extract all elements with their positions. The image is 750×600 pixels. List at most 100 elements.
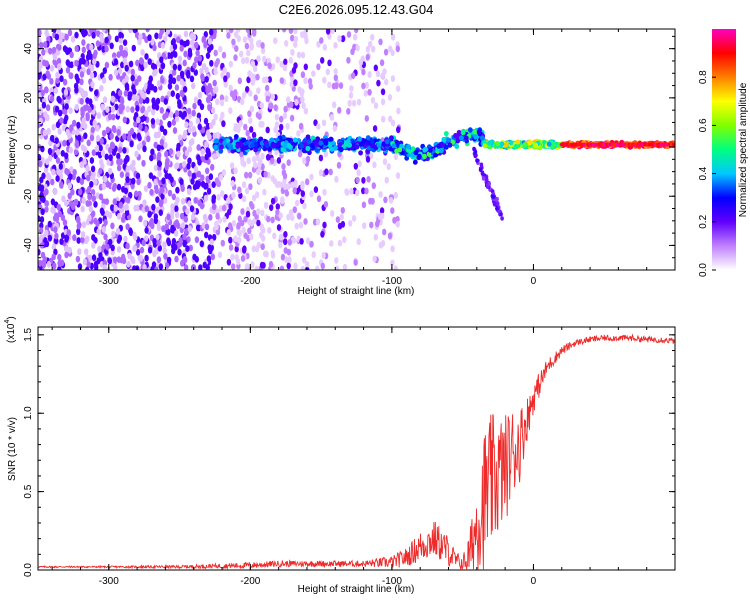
noise-cell <box>154 32 159 40</box>
noise-cell <box>231 220 237 227</box>
noise-cell <box>104 153 109 161</box>
noise-cell <box>332 101 337 109</box>
noise-cell <box>115 227 121 235</box>
noise-cell <box>261 262 266 269</box>
noise-cell <box>138 142 143 150</box>
noise-cell <box>128 60 134 68</box>
branch-cell <box>495 206 499 211</box>
carrier-cell <box>410 146 416 152</box>
noise-cell <box>89 157 95 164</box>
noise-cell <box>370 33 375 41</box>
noise-cell <box>189 75 195 83</box>
noise-cell <box>95 40 101 47</box>
noise-cell <box>284 256 289 264</box>
noise-cell <box>188 120 193 128</box>
noise-cell <box>248 90 253 97</box>
noise-cell <box>256 208 261 216</box>
noise-cell <box>289 80 294 88</box>
snr-series-line <box>37 333 675 570</box>
noise-cell <box>62 108 68 115</box>
noise-cell <box>64 251 69 259</box>
noise-cell <box>135 59 140 67</box>
noise-cell <box>187 170 192 177</box>
noise-cell <box>269 204 274 212</box>
noise-cell <box>172 63 178 71</box>
noise-cell <box>250 261 255 269</box>
noise-cell <box>286 213 291 221</box>
noise-cell <box>213 68 218 76</box>
noise-cell <box>390 75 396 82</box>
carrier-cell <box>219 144 224 150</box>
noise-cell <box>387 232 393 240</box>
noise-cell <box>45 158 50 166</box>
noise-cell <box>292 206 297 214</box>
noise-cell <box>72 234 77 242</box>
carrier-cell <box>214 138 219 144</box>
noise-cell <box>212 153 217 160</box>
noise-cell <box>123 50 128 58</box>
noise-cell <box>364 81 369 89</box>
carrier-cell <box>508 140 514 146</box>
noise-cell <box>283 238 288 246</box>
noise-cell <box>69 51 74 59</box>
noise-cell <box>282 64 288 72</box>
noise-cell <box>41 172 46 180</box>
noise-cell <box>289 114 295 122</box>
carrier-cell <box>428 147 433 153</box>
noise-cell <box>251 131 257 139</box>
carrier-cell <box>369 139 375 145</box>
noise-cell <box>52 53 58 61</box>
noise-cell <box>157 160 162 168</box>
noise-cell <box>64 234 70 242</box>
noise-cell <box>265 153 271 161</box>
noise-cell <box>390 245 395 253</box>
noise-cell <box>86 261 91 269</box>
noise-cell <box>220 239 225 247</box>
noise-cell <box>49 78 54 85</box>
x-tick-label: -300 <box>99 576 119 587</box>
noise-cell <box>322 221 327 229</box>
noise-cell <box>144 205 149 213</box>
y-tick-label: -40 <box>23 238 34 253</box>
noise-cell <box>110 142 116 150</box>
noise-cell <box>212 233 217 241</box>
noise-cell <box>229 162 235 169</box>
noise-cell <box>74 31 79 39</box>
noise-cell <box>148 172 154 180</box>
noise-cell <box>99 207 105 215</box>
noise-cell <box>141 239 146 247</box>
noise-cell <box>207 38 213 45</box>
noise-cell <box>221 204 227 212</box>
snr-axes: -300 -200 -100 0 0.0 0.5 1.0 1.5 <box>23 326 676 587</box>
noise-cell <box>329 240 334 247</box>
noise-cell <box>156 59 161 67</box>
noise-cell <box>174 110 180 117</box>
noise-cell <box>246 76 251 84</box>
noise-cell <box>210 107 216 114</box>
noise-cell <box>204 141 209 149</box>
noise-cell <box>236 35 241 43</box>
noise-cell <box>151 102 157 110</box>
noise-cell <box>187 145 193 153</box>
noise-cell <box>264 250 269 258</box>
noise-cell <box>165 262 170 269</box>
noise-cell <box>96 228 101 236</box>
noise-cell <box>46 172 51 180</box>
noise-cell <box>101 129 107 137</box>
branch-cell <box>491 194 496 199</box>
noise-cell <box>293 35 299 43</box>
colorbar-tick-label: 0.0 <box>698 263 709 277</box>
noise-cell <box>137 38 142 46</box>
noise-cell <box>85 266 90 270</box>
carrier-cell <box>440 142 445 148</box>
noise-cell <box>219 94 225 102</box>
noise-cell <box>113 204 119 212</box>
noise-cell <box>293 41 298 48</box>
noise-cell <box>139 246 145 254</box>
noise-cell <box>358 59 363 66</box>
carrier-cell <box>376 142 382 148</box>
carrier-cell <box>443 144 449 150</box>
noise-cell <box>89 43 94 51</box>
noise-cell <box>77 248 82 256</box>
noise-cell <box>380 72 386 80</box>
